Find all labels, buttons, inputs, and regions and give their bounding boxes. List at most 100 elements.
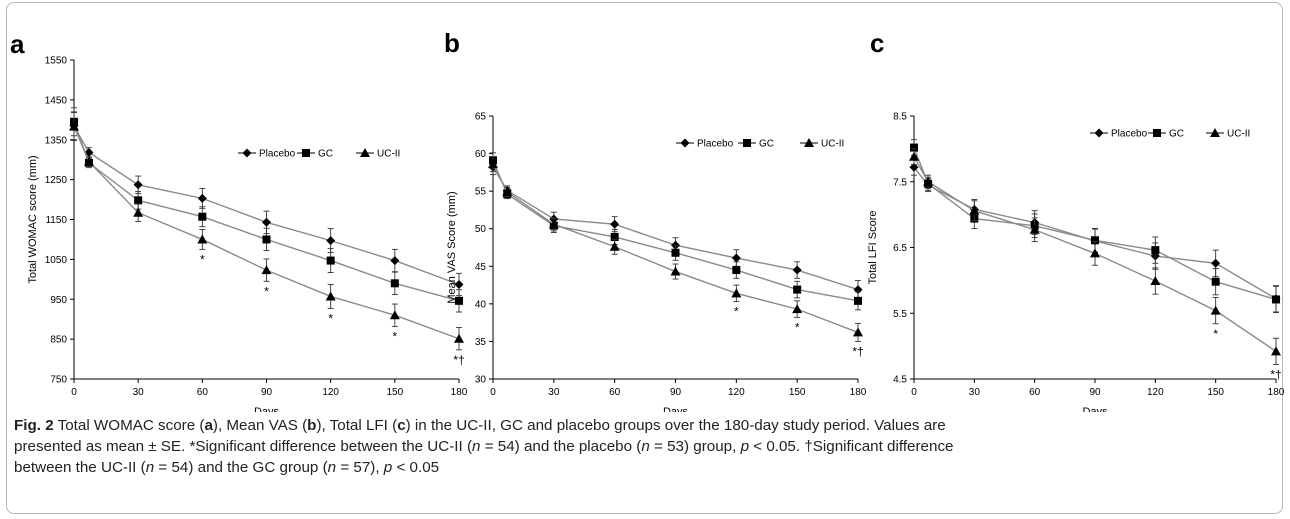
diamond-marker [326,236,336,246]
square-marker [854,296,862,305]
y-tick-label: 8.5 [893,112,907,123]
series-line [73,125,460,286]
significance-annotation: * [200,252,205,266]
series-line [913,156,1277,352]
x-tick-label: 30 [969,387,981,398]
y-tick-label: 65 [475,112,487,123]
legend-diamond-marker [1094,128,1104,138]
y-tick-label: 45 [475,262,487,273]
caption-fragment: ) in the UC-II, GC and placebo groups ov… [405,417,946,434]
x-tick-label: 90 [1089,387,1101,398]
series-line [73,121,460,302]
triangle-marker [923,176,934,186]
diamond-marker [1211,258,1221,268]
legend-triangle-marker [1210,128,1220,137]
series-gc [910,139,1280,314]
triangle-marker [1210,305,1221,315]
x-tick-label: 120 [728,387,745,398]
triangle-marker [454,333,464,343]
x-tick-label: 150 [1207,387,1224,398]
significance-annotation: * [392,329,397,343]
x-tick-label: 60 [609,387,621,398]
series-line [492,160,859,302]
x-axis-title: Days [663,406,689,412]
triangle-marker [1090,248,1100,258]
y-tick-label: 1550 [45,56,68,67]
square-marker [732,266,741,275]
legend-label: Placebo [259,149,296,160]
legend-label: UC-II [377,149,400,160]
square-marker [1272,295,1280,304]
caption-fragment: presented as mean ± SE. *Significant dif… [14,438,473,455]
legend: Placebo GC UC-II [676,138,844,150]
x-axis-title: Days [254,406,280,412]
y-tick-label: 1050 [45,255,68,266]
y-tick-label: 1350 [45,135,68,146]
x-tick-label: 30 [548,387,560,398]
caption-fragment: p [383,459,393,476]
triangle-marker [1029,224,1040,234]
figure-caption: Fig. 2 Total WOMAC score (a), Mean VAS (… [14,415,1276,478]
y-tick-label: 950 [50,295,67,306]
x-tick-label: 0 [71,387,77,398]
y-tick-label: 30 [475,375,487,386]
caption-fragment: = 54) and the GC group ( [154,459,328,476]
triangle-marker [389,310,400,320]
significance-annotation: *† [1270,368,1281,382]
square-marker [326,256,335,265]
series-uc-ii [488,156,863,342]
figure-frame [6,2,1283,514]
caption-line: between the UC-II (n = 54) and the GC gr… [14,457,1276,478]
triangle-marker [792,304,803,314]
significance-annotation: * [1213,327,1218,341]
legend: Placebo GC UC-II [1090,128,1250,140]
significance-annotation: * [734,305,739,319]
legend-square-marker [743,139,751,147]
x-tick-label: 90 [261,387,273,398]
legend-label: Placebo [697,139,734,150]
chart-panel-c: c 4.5 5.5 6.5 7.5 8.5 0 30 60 90 120 150 180 Days Tota… [867,28,1285,412]
triangle-marker [670,266,681,276]
legend-label: UC-II [821,139,844,150]
diamond-marker [197,193,207,203]
series-line [913,147,1277,301]
triangle-marker [731,288,742,298]
caption-fragment: n [327,459,337,476]
caption-fragment: b [307,417,317,434]
series-line [492,166,859,291]
legend-diamond-marker [242,148,252,158]
y-tick-label: 5.5 [893,309,907,320]
diamond-marker [792,265,802,275]
diamond-marker [731,253,741,263]
triangle-marker [261,265,272,275]
caption-fragment: = 57), [336,459,384,476]
chart-panel-a: a 750 850 950 1050 1150 1250 1350 1450 1550 0 30 60 9… [10,29,468,412]
diamond-marker [610,219,620,229]
panel-label: b [444,28,460,58]
triangle-marker [609,241,620,251]
y-tick-label: 850 [50,335,67,346]
triangle-marker [909,151,919,161]
legend-label: UC-II [1227,129,1250,140]
caption-fragment: n [472,438,481,455]
caption-fragment: Total WOMAC score ( [53,417,205,434]
significance-annotation: * [328,311,333,325]
triangle-marker [325,291,336,301]
legend-square-marker [1153,129,1161,137]
caption-fragment: Fig. 2 [14,417,54,434]
caption-fragment: n [145,459,155,476]
significance-annotation: * [795,320,800,334]
square-marker [455,296,463,305]
square-marker [262,235,271,244]
series-uc-ii [69,112,464,351]
diamond-marker [390,256,400,266]
square-marker [1211,277,1220,286]
triangle-marker [502,186,513,196]
diamond-marker [262,217,271,227]
x-tick-label: 60 [1029,387,1041,398]
series-line [73,126,460,340]
square-marker [134,196,143,205]
x-tick-label: 30 [133,387,145,398]
legend-label: Placebo [1111,129,1148,140]
